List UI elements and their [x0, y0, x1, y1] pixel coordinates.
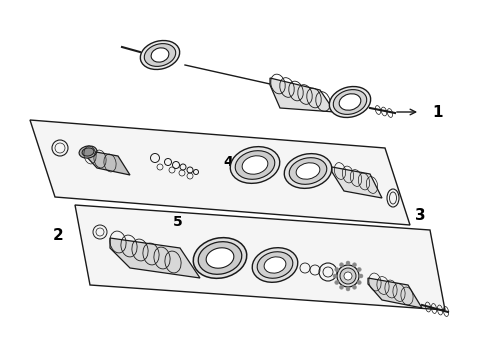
- Circle shape: [333, 274, 337, 278]
- Ellipse shape: [284, 154, 332, 188]
- Ellipse shape: [198, 242, 242, 274]
- Ellipse shape: [257, 252, 293, 278]
- Ellipse shape: [252, 248, 298, 282]
- Circle shape: [340, 285, 343, 289]
- Ellipse shape: [337, 265, 359, 287]
- Text: 3: 3: [415, 207, 425, 222]
- Ellipse shape: [242, 156, 268, 174]
- Ellipse shape: [151, 48, 169, 62]
- Ellipse shape: [264, 257, 286, 273]
- Circle shape: [352, 285, 357, 289]
- Polygon shape: [332, 167, 382, 198]
- Circle shape: [340, 263, 343, 267]
- Circle shape: [357, 280, 361, 284]
- Ellipse shape: [206, 248, 234, 268]
- Circle shape: [335, 280, 339, 284]
- Text: 4: 4: [223, 155, 233, 169]
- Ellipse shape: [230, 147, 280, 183]
- Ellipse shape: [339, 94, 361, 110]
- Polygon shape: [85, 150, 130, 175]
- Ellipse shape: [79, 146, 97, 158]
- Polygon shape: [110, 238, 200, 278]
- Ellipse shape: [296, 163, 320, 179]
- Polygon shape: [30, 120, 410, 225]
- Ellipse shape: [289, 158, 327, 184]
- Ellipse shape: [344, 272, 352, 280]
- Ellipse shape: [333, 90, 367, 114]
- Polygon shape: [75, 205, 445, 310]
- Polygon shape: [368, 278, 422, 308]
- Ellipse shape: [82, 148, 94, 156]
- Ellipse shape: [193, 238, 247, 278]
- Ellipse shape: [235, 151, 275, 179]
- Ellipse shape: [329, 86, 370, 117]
- Polygon shape: [270, 78, 335, 112]
- Text: 5: 5: [173, 215, 183, 229]
- Circle shape: [357, 267, 361, 271]
- Ellipse shape: [340, 268, 356, 284]
- Text: 1: 1: [432, 104, 442, 120]
- Ellipse shape: [144, 44, 176, 66]
- Ellipse shape: [140, 41, 180, 69]
- Circle shape: [352, 263, 357, 267]
- Circle shape: [346, 287, 350, 291]
- Circle shape: [346, 261, 350, 265]
- Circle shape: [335, 267, 339, 271]
- Circle shape: [359, 274, 363, 278]
- Text: 2: 2: [52, 228, 63, 243]
